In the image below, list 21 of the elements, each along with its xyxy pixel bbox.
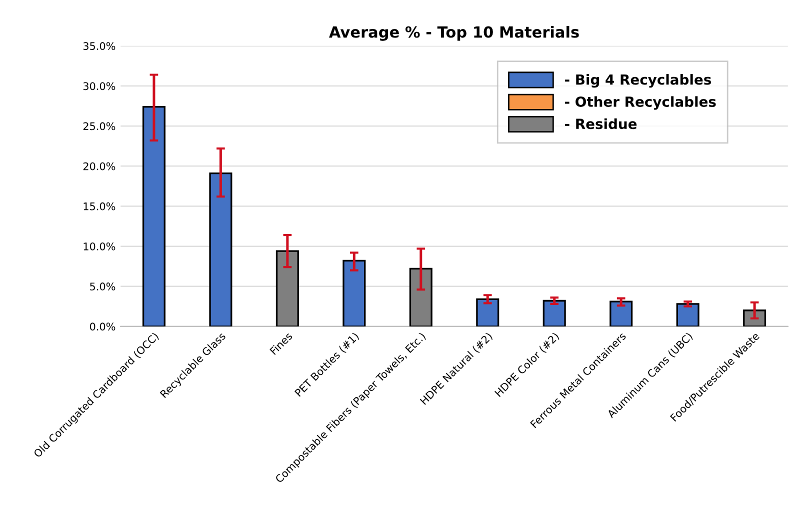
- y-tick-label: 15.0%: [84, 202, 116, 210]
- bar: [342, 260, 366, 326]
- bar: [476, 298, 500, 326]
- y-tick-label: 5.0%: [90, 282, 116, 290]
- legend-label: - Residue: [565, 118, 637, 130]
- y-tick-label: 25.0%: [83, 122, 116, 130]
- y-tick-label: 0.0%: [90, 322, 116, 331]
- bar: [276, 250, 299, 326]
- bar: [676, 303, 700, 326]
- legend-label: - Other Recyclables: [565, 96, 716, 110]
- bar: [142, 106, 166, 326]
- y-tick-label: 30.0%: [83, 82, 116, 90]
- y-tick-label: 35.0%: [83, 42, 116, 50]
- bar: [209, 172, 232, 326]
- y-tick-label: 20.0%: [83, 162, 116, 170]
- bar: [542, 300, 566, 326]
- y-tick-label: 10.0%: [84, 242, 116, 250]
- chart-title: Average % - Top 10 Materials: [329, 26, 579, 41]
- bar: [610, 300, 633, 326]
- bar: [409, 268, 432, 326]
- legend-label: - Big 4 Recyclables: [565, 74, 712, 88]
